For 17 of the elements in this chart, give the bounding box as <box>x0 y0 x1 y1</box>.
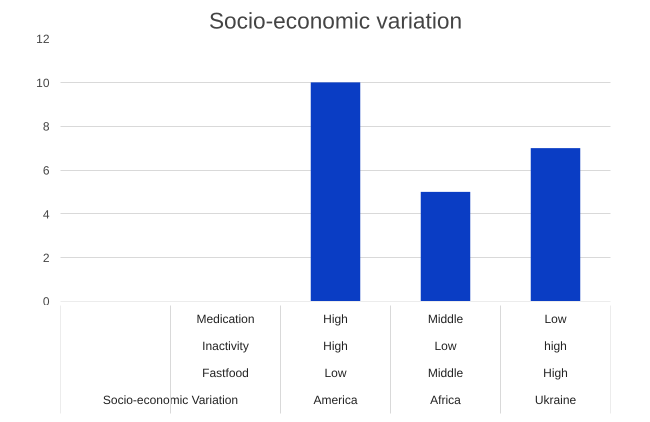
text: Socio-economic Variation <box>102 393 238 407</box>
y-tick-label: 2 <box>42 251 50 266</box>
x-tick-label: Middle Low Middle Africa <box>428 312 464 407</box>
bar <box>310 82 360 302</box>
y-tick-label: 4 <box>42 207 50 222</box>
y-tick-label: 10 <box>36 76 50 90</box>
x-tick-label: Low high High Ukraine <box>534 312 576 407</box>
text: Inactivity <box>202 339 249 353</box>
y-tick-label: 6 <box>42 164 50 178</box>
y-tick-label: 8 <box>42 120 50 134</box>
bar <box>420 192 470 302</box>
y-tick-label: 12 <box>36 32 50 46</box>
text: Fastfood <box>202 366 249 380</box>
text: Medication <box>196 312 255 326</box>
x-tick-label: High High Low America <box>313 312 358 407</box>
bar <box>530 148 580 302</box>
chart-title: Socio-economic variation <box>208 8 462 34</box>
